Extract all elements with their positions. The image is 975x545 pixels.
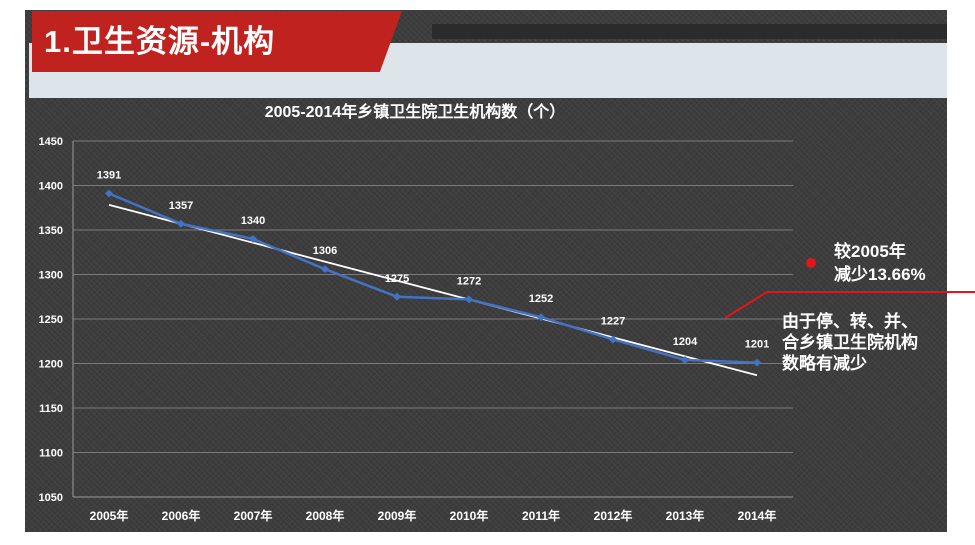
change-callout-line-2: 减少13.66% xyxy=(834,265,926,284)
data-label: 1306 xyxy=(313,245,337,257)
data-label: 1275 xyxy=(385,273,409,285)
y-tick-label: 1050 xyxy=(39,492,63,504)
data-point xyxy=(105,189,113,198)
y-tick-label: 1450 xyxy=(39,136,63,148)
y-tick-label: 1250 xyxy=(39,314,63,326)
y-tick-label: 1150 xyxy=(39,403,63,415)
data-label: 1252 xyxy=(529,293,553,305)
y-tick-label: 1300 xyxy=(39,270,63,282)
data-point xyxy=(393,292,401,301)
change-callout-line-1: 较2005年 xyxy=(834,242,906,261)
data-label: 1357 xyxy=(169,200,193,212)
change-callout: 较2005年 减少13.66% xyxy=(834,240,926,286)
data-label: 1340 xyxy=(241,215,265,227)
x-tick-label: 2011年 xyxy=(522,508,560,523)
x-tick-label: 2008年 xyxy=(306,508,345,523)
reason-callout-line-2: 合乡镇卫生院机构 xyxy=(782,333,918,352)
x-tick-label: 2013年 xyxy=(666,508,705,523)
data-label: 1391 xyxy=(97,170,121,182)
x-tick-label: 2005年 xyxy=(90,508,129,523)
data-label: 1201 xyxy=(745,339,769,351)
data-point xyxy=(609,335,617,344)
data-point xyxy=(177,219,185,228)
data-point xyxy=(753,358,761,367)
callout-leader-line xyxy=(724,291,975,319)
y-tick-label: 1400 xyxy=(39,181,63,193)
trendline xyxy=(108,203,758,377)
x-tick-label: 2012年 xyxy=(594,508,633,523)
data-point xyxy=(537,313,545,322)
title-banner xyxy=(32,11,402,72)
data-label: 1227 xyxy=(601,315,625,327)
y-tick-label: 1200 xyxy=(39,359,63,371)
data-label: 1204 xyxy=(673,336,698,348)
x-tick-label: 2010年 xyxy=(450,508,489,523)
data-point xyxy=(681,355,689,364)
slide-background xyxy=(25,10,947,532)
data-label: 1272 xyxy=(457,275,481,287)
data-point xyxy=(321,265,329,274)
x-tick-label: 2014年 xyxy=(738,508,777,523)
data-point xyxy=(465,295,473,304)
x-tick-label: 2007年 xyxy=(234,508,273,523)
y-tick-label: 1100 xyxy=(39,448,63,460)
data-point xyxy=(249,234,257,243)
callout-dot xyxy=(806,258,816,268)
header-strip xyxy=(432,24,947,39)
y-tick-label: 1350 xyxy=(39,225,63,237)
series-line xyxy=(108,192,758,364)
reason-callout-line-3: 数略有减少 xyxy=(782,354,867,373)
x-tick-label: 2009年 xyxy=(378,508,417,523)
reason-callout: 由于停、转、并、 合乡镇卫生院机构 数略有减少 xyxy=(782,311,918,374)
reason-callout-line-1: 由于停、转、并、 xyxy=(782,312,918,331)
x-tick-label: 2006年 xyxy=(162,508,201,523)
chart-title: 2005-2014年乡镇卫生院卫生机构数（个） xyxy=(265,102,566,121)
slide-title: 1.卫生资源-机构 xyxy=(44,24,276,59)
